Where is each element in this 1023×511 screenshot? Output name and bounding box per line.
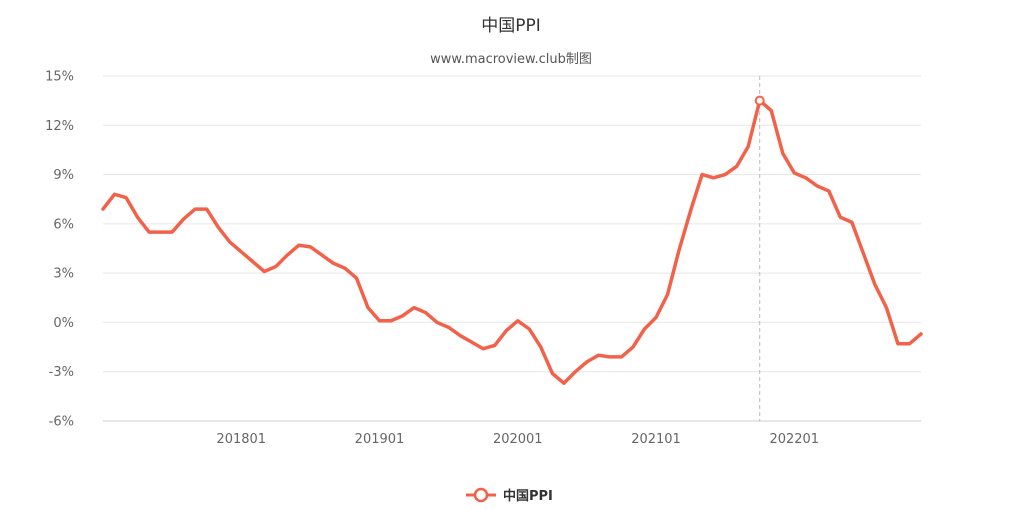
data-point[interactable] bbox=[212, 221, 224, 233]
data-point[interactable] bbox=[569, 366, 581, 378]
data-point[interactable] bbox=[385, 315, 397, 327]
data-point[interactable] bbox=[109, 188, 121, 200]
data-point[interactable] bbox=[304, 241, 316, 253]
data-point[interactable] bbox=[765, 105, 777, 117]
data-point[interactable] bbox=[362, 302, 374, 314]
highlighted-data-point[interactable] bbox=[754, 95, 765, 106]
data-point[interactable] bbox=[374, 315, 386, 327]
data-point[interactable] bbox=[892, 338, 904, 350]
y-axis-ticks: 15% 12% 9% 6% 3% 0% -3% -6% bbox=[45, 70, 74, 430]
data-point[interactable] bbox=[120, 192, 132, 204]
x-tick-label: 202201 bbox=[769, 432, 819, 447]
x-tick-label: 202101 bbox=[631, 432, 681, 447]
y-tick-label: 6% bbox=[53, 217, 74, 232]
data-point[interactable] bbox=[350, 272, 362, 284]
data-point[interactable] bbox=[823, 185, 835, 197]
data-point[interactable] bbox=[270, 261, 282, 273]
data-point[interactable] bbox=[638, 323, 650, 335]
data-point[interactable] bbox=[650, 312, 662, 324]
y-tick-label: -3% bbox=[49, 365, 74, 380]
x-tick-label: 201801 bbox=[216, 432, 266, 447]
series-line bbox=[101, 98, 923, 385]
y-tick-label: 15% bbox=[45, 70, 74, 85]
data-point[interactable] bbox=[869, 279, 881, 291]
data-point[interactable] bbox=[132, 211, 144, 223]
data-point[interactable] bbox=[719, 169, 731, 181]
data-point[interactable] bbox=[903, 338, 915, 350]
data-point[interactable] bbox=[535, 341, 547, 353]
data-point[interactable] bbox=[846, 216, 858, 228]
data-point[interactable] bbox=[397, 310, 409, 322]
data-point[interactable] bbox=[777, 147, 789, 159]
data-point[interactable] bbox=[615, 351, 627, 363]
data-point[interactable] bbox=[673, 244, 685, 256]
data-point[interactable] bbox=[443, 321, 455, 333]
data-point[interactable] bbox=[235, 246, 247, 258]
chart-title: 中国PPI bbox=[481, 16, 541, 36]
data-point[interactable] bbox=[339, 262, 351, 274]
data-point[interactable] bbox=[708, 172, 720, 184]
y-tick-label: 3% bbox=[53, 267, 74, 282]
data-point[interactable] bbox=[627, 341, 639, 353]
data-point[interactable] bbox=[281, 249, 293, 261]
x-tick-label: 202001 bbox=[493, 432, 543, 447]
data-point[interactable] bbox=[604, 351, 616, 363]
y-tick-label: 9% bbox=[53, 168, 74, 183]
data-point[interactable] bbox=[811, 180, 823, 192]
data-point[interactable] bbox=[189, 203, 201, 215]
data-point[interactable] bbox=[155, 226, 167, 238]
x-tick-label: 201901 bbox=[355, 432, 405, 447]
data-point[interactable] bbox=[143, 226, 155, 238]
data-point[interactable] bbox=[178, 213, 190, 225]
data-point[interactable] bbox=[97, 203, 109, 215]
y-tick-label: 0% bbox=[53, 316, 74, 331]
data-point[interactable] bbox=[662, 289, 674, 301]
data-point[interactable] bbox=[327, 257, 339, 269]
data-point[interactable] bbox=[408, 302, 420, 314]
data-point[interactable] bbox=[592, 349, 604, 361]
y-tick-label: 12% bbox=[45, 119, 74, 134]
data-point[interactable] bbox=[581, 356, 593, 368]
x-axis-ticks: 201801 201901 202001 202101 202201 bbox=[216, 432, 819, 447]
data-point[interactable] bbox=[915, 328, 927, 340]
data-point[interactable] bbox=[788, 167, 800, 179]
data-point[interactable] bbox=[685, 205, 697, 217]
data-point[interactable] bbox=[500, 325, 512, 337]
data-point[interactable] bbox=[834, 211, 846, 223]
data-point[interactable] bbox=[247, 256, 259, 268]
data-point[interactable] bbox=[558, 377, 570, 389]
data-point[interactable] bbox=[316, 249, 328, 261]
data-point[interactable] bbox=[512, 315, 524, 327]
data-point[interactable] bbox=[857, 247, 869, 259]
data-point[interactable] bbox=[742, 141, 754, 153]
series-layer bbox=[97, 76, 927, 421]
data-point[interactable] bbox=[454, 330, 466, 342]
chart-subtitle: www.macroview.club制图 bbox=[430, 52, 592, 67]
data-point[interactable] bbox=[523, 323, 535, 335]
data-point[interactable] bbox=[224, 236, 236, 248]
legend[interactable]: 中国PPI bbox=[466, 487, 553, 504]
legend-marker-icon bbox=[473, 487, 489, 503]
data-point[interactable] bbox=[800, 172, 812, 184]
data-point[interactable] bbox=[258, 266, 270, 278]
gridlines bbox=[103, 75, 921, 422]
data-point[interactable] bbox=[477, 343, 489, 355]
y-tick-label: -6% bbox=[49, 415, 74, 430]
data-point[interactable] bbox=[466, 336, 478, 348]
data-point[interactable] bbox=[201, 203, 213, 215]
legend-label: 中国PPI bbox=[503, 488, 553, 504]
data-point[interactable] bbox=[166, 226, 178, 238]
data-point[interactable] bbox=[420, 307, 432, 319]
data-point[interactable] bbox=[880, 302, 892, 314]
data-point[interactable] bbox=[696, 169, 708, 181]
data-point[interactable] bbox=[731, 160, 743, 172]
data-point[interactable] bbox=[489, 339, 501, 351]
data-point[interactable] bbox=[293, 239, 305, 251]
data-point[interactable] bbox=[431, 316, 443, 328]
data-point[interactable] bbox=[546, 367, 558, 379]
